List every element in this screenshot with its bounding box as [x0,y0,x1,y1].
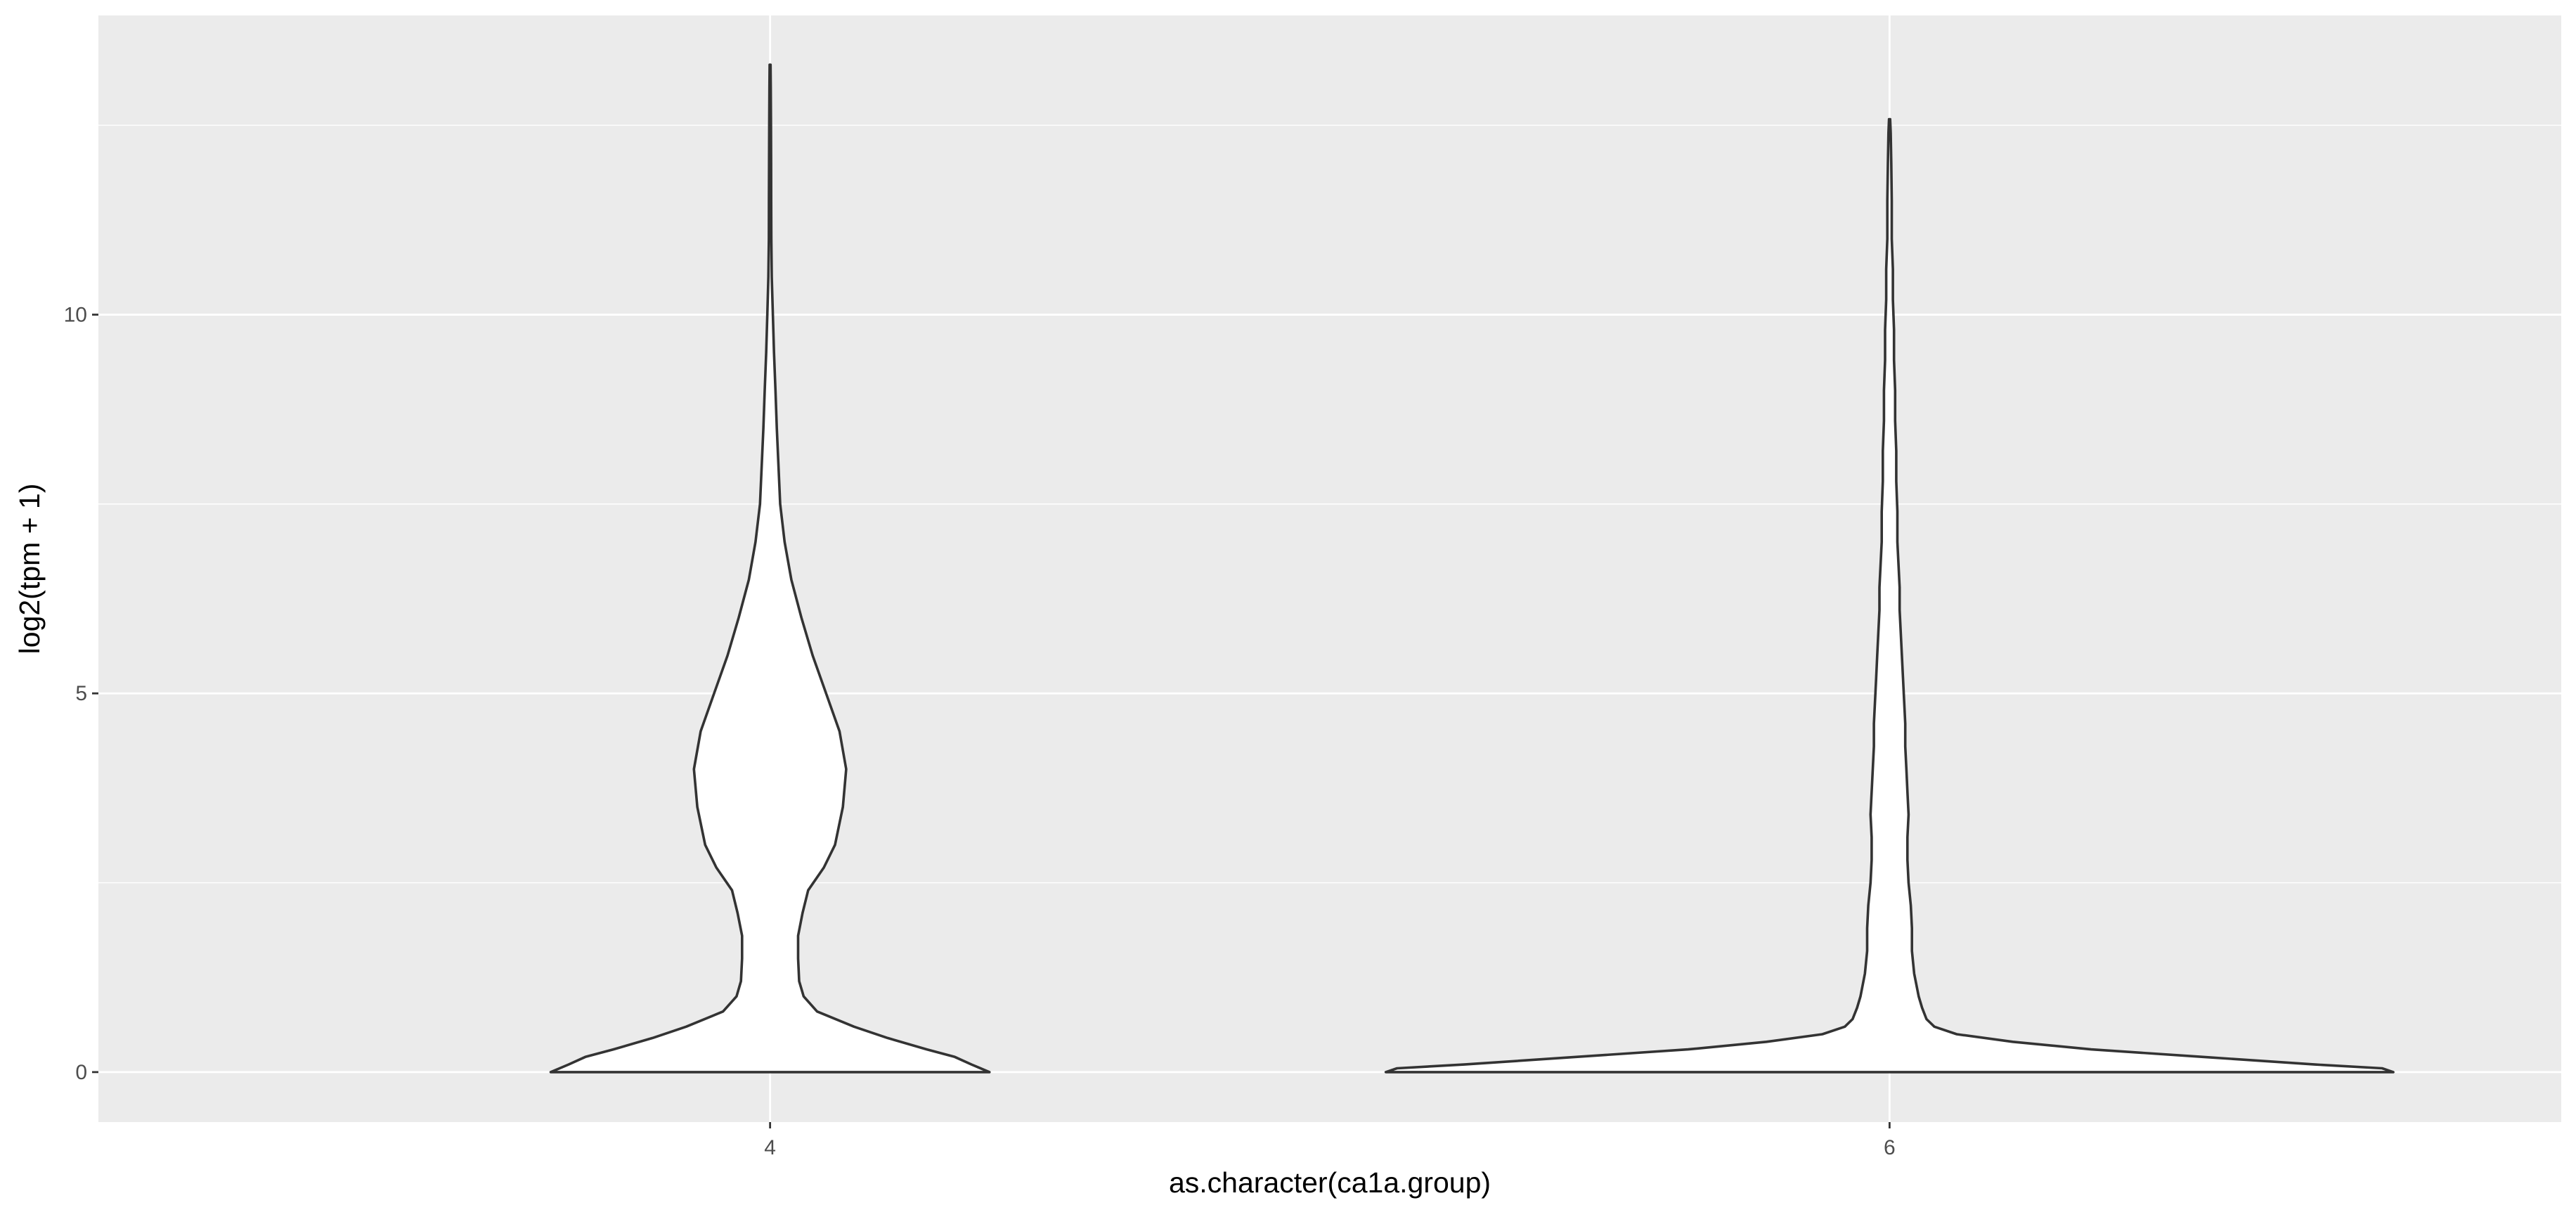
axes: 0 5 10 4 6 [64,304,1896,1159]
plot-panel [98,15,2561,1122]
violin-4 [549,63,991,1074]
y-tick-label: 5 [75,682,87,705]
x-tick-label: 6 [1884,1136,1896,1159]
y-tick-label: 0 [75,1061,87,1084]
y-tick-label: 10 [64,304,87,327]
violins [549,63,2395,1074]
y-axis-title: log2(tpm + 1) [13,484,46,655]
x-axis-title: as.character(ca1a.group) [1169,1166,1491,1199]
violin-6 [1384,117,2395,1074]
x-tick-label: 4 [764,1136,776,1159]
